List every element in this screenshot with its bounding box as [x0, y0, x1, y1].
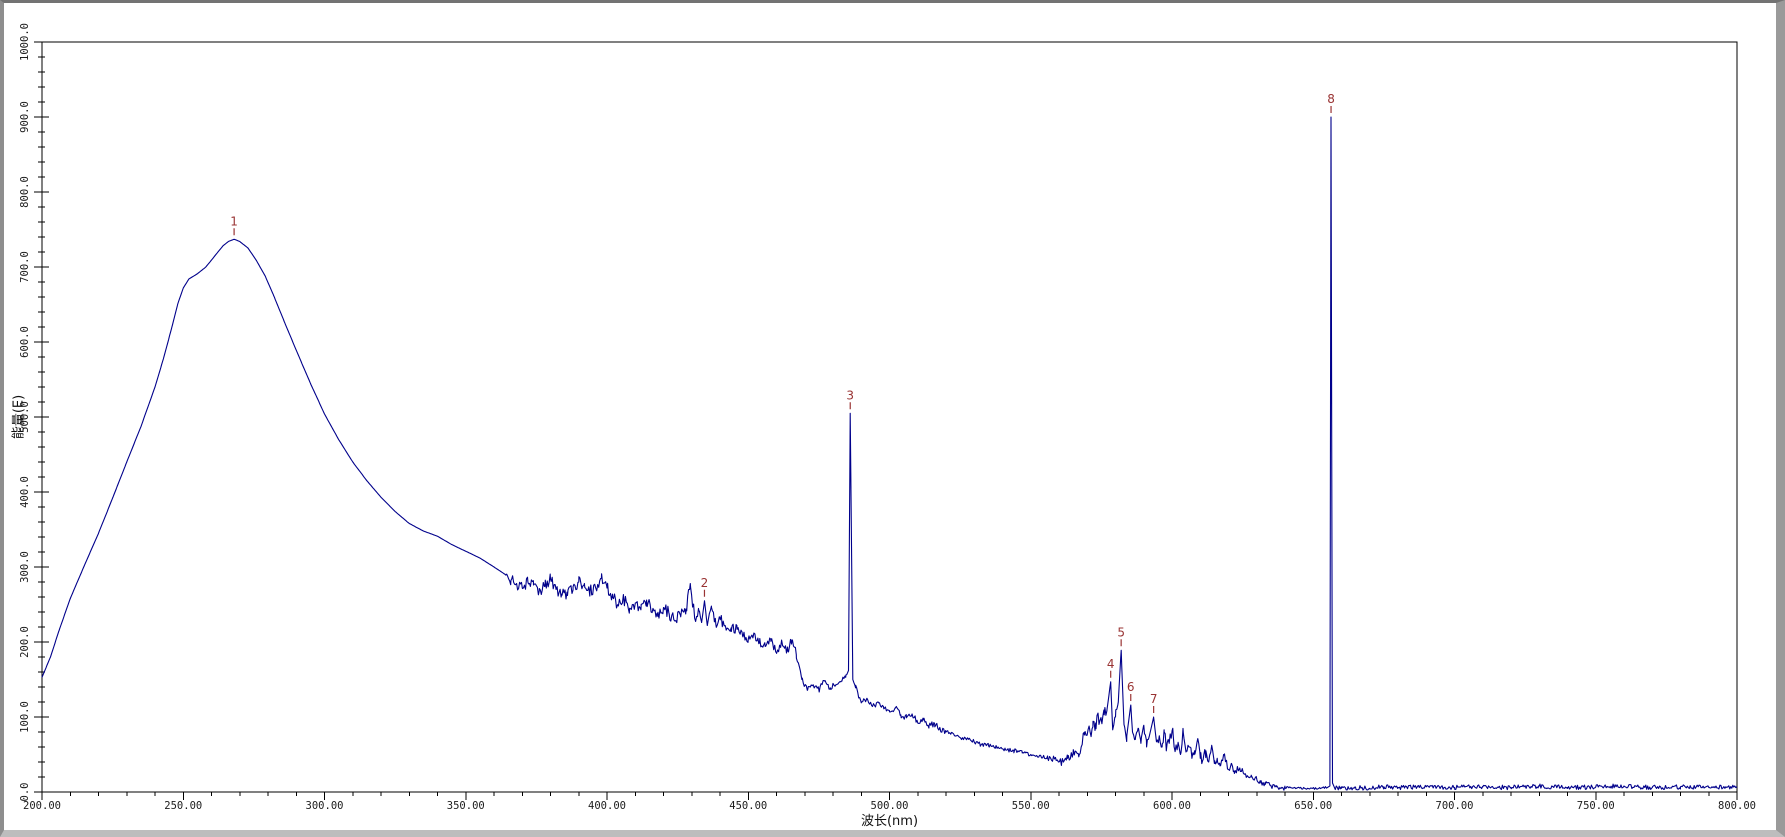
y-axis-title: 能量(E) — [11, 394, 27, 440]
x-tick-label: 700.00 — [1436, 800, 1474, 812]
x-tick-label: 300.00 — [306, 800, 344, 812]
peak-label-1: 1 — [230, 214, 238, 228]
y-tick-label: 900.0 — [19, 101, 31, 133]
y-tick-label: 500.0 — [19, 401, 31, 433]
x-tick-label: 400.00 — [588, 800, 626, 812]
x-tick-label: 550.00 — [1012, 800, 1050, 812]
y-tick-label: 400.0 — [19, 476, 31, 508]
peak-label-7: 7 — [1150, 692, 1158, 706]
y-tick-label: 600.0 — [19, 326, 31, 358]
x-tick-label: 650.00 — [1294, 800, 1332, 812]
peak-label-3: 3 — [846, 388, 854, 402]
plot-border — [41, 41, 1738, 793]
peak-label-2: 2 — [701, 576, 709, 590]
spectrum-curve — [41, 116, 1738, 791]
x-tick-label: 350.00 — [447, 800, 485, 812]
peak-label-5: 5 — [1117, 625, 1125, 639]
peak-label-6: 6 — [1127, 680, 1135, 694]
x-tick-label: 250.00 — [164, 800, 202, 812]
x-tick-label: 500.00 — [871, 800, 909, 812]
y-tick-label: 100.0 — [19, 701, 31, 733]
x-axis-title: 波长(nm) — [860, 814, 919, 829]
y-tick-label: 300.0 — [19, 551, 31, 583]
y-tick-label: 700.0 — [19, 251, 31, 283]
x-tick-label: 800.00 — [1718, 800, 1756, 812]
x-tick-label: 600.00 — [1153, 800, 1191, 812]
y-tick-label: 200.0 — [19, 626, 31, 658]
y-tick-label: 0.0 — [19, 783, 31, 802]
peak-label-8: 8 — [1327, 92, 1335, 106]
x-tick-label: 450.00 — [729, 800, 767, 812]
x-tick-label: 750.00 — [1577, 800, 1615, 812]
peak-label-4: 4 — [1107, 657, 1115, 671]
x-tick-label: 200.00 — [23, 800, 61, 812]
y-tick-label: 800.0 — [19, 176, 31, 208]
y-tick-label: 1000.0 — [19, 23, 31, 61]
